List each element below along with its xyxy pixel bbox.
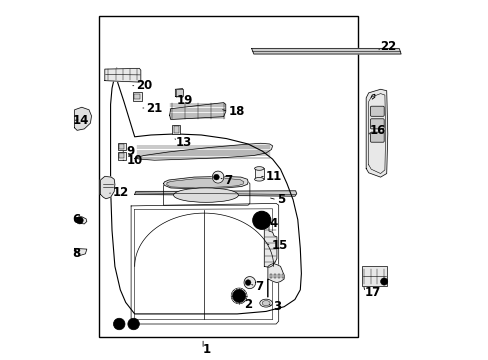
Text: 12: 12 [113, 186, 129, 199]
Polygon shape [101, 176, 115, 199]
Ellipse shape [254, 167, 264, 170]
Bar [133, 92, 141, 101]
Text: 17: 17 [365, 286, 381, 299]
Bar [282, 274, 284, 278]
Bar [134, 94, 140, 99]
Text: 15: 15 [271, 239, 287, 252]
Text: 19: 19 [177, 94, 193, 107]
Text: 13: 13 [176, 136, 192, 149]
Polygon shape [267, 264, 284, 297]
FancyBboxPatch shape [370, 106, 384, 116]
Polygon shape [264, 225, 276, 267]
Bar [173, 126, 179, 133]
Polygon shape [75, 217, 87, 224]
Bar [99, 16, 357, 337]
Text: 20: 20 [136, 79, 152, 92]
Text: 22: 22 [380, 40, 396, 53]
Circle shape [213, 174, 219, 180]
Circle shape [232, 289, 245, 302]
Bar [118, 143, 125, 150]
Text: 2: 2 [244, 298, 252, 311]
Ellipse shape [173, 188, 238, 202]
Circle shape [252, 211, 270, 229]
Polygon shape [212, 171, 224, 183]
Text: 1: 1 [203, 343, 211, 356]
Bar [119, 153, 124, 158]
Polygon shape [175, 89, 183, 97]
Bar [119, 144, 124, 149]
Text: 7: 7 [224, 174, 232, 186]
Text: 5: 5 [276, 193, 285, 206]
Bar [254, 168, 264, 179]
Circle shape [130, 321, 136, 327]
Polygon shape [104, 68, 141, 82]
Circle shape [116, 321, 122, 327]
Text: 11: 11 [265, 170, 282, 183]
Bar [172, 125, 180, 134]
Text: 8: 8 [72, 247, 81, 260]
Bar [273, 274, 276, 278]
Ellipse shape [262, 301, 269, 306]
Bar [361, 266, 386, 286]
Polygon shape [163, 176, 247, 189]
Polygon shape [251, 49, 400, 54]
Circle shape [244, 280, 250, 285]
Text: 16: 16 [369, 124, 386, 137]
Bar [118, 152, 125, 160]
Ellipse shape [254, 177, 264, 181]
Polygon shape [244, 276, 255, 289]
Circle shape [127, 318, 139, 330]
Polygon shape [75, 107, 91, 130]
Text: 18: 18 [228, 105, 244, 118]
Text: 6: 6 [72, 213, 81, 226]
Ellipse shape [259, 299, 272, 307]
Text: 3: 3 [273, 300, 281, 313]
Text: 10: 10 [126, 154, 142, 167]
FancyBboxPatch shape [370, 132, 384, 142]
Bar [278, 274, 280, 278]
Circle shape [257, 216, 265, 225]
Polygon shape [166, 178, 244, 188]
Text: 9: 9 [126, 145, 134, 158]
Polygon shape [169, 103, 225, 120]
Text: 4: 4 [269, 217, 277, 230]
Polygon shape [366, 89, 387, 177]
Text: 21: 21 [146, 102, 163, 114]
Polygon shape [134, 143, 272, 160]
Circle shape [380, 278, 387, 285]
FancyBboxPatch shape [370, 119, 384, 129]
Circle shape [76, 217, 83, 224]
Bar [269, 274, 271, 278]
Polygon shape [75, 248, 87, 256]
Text: 14: 14 [72, 114, 89, 127]
Polygon shape [134, 191, 296, 196]
Text: 7: 7 [255, 280, 263, 293]
Bar [176, 89, 182, 96]
Circle shape [113, 318, 125, 330]
